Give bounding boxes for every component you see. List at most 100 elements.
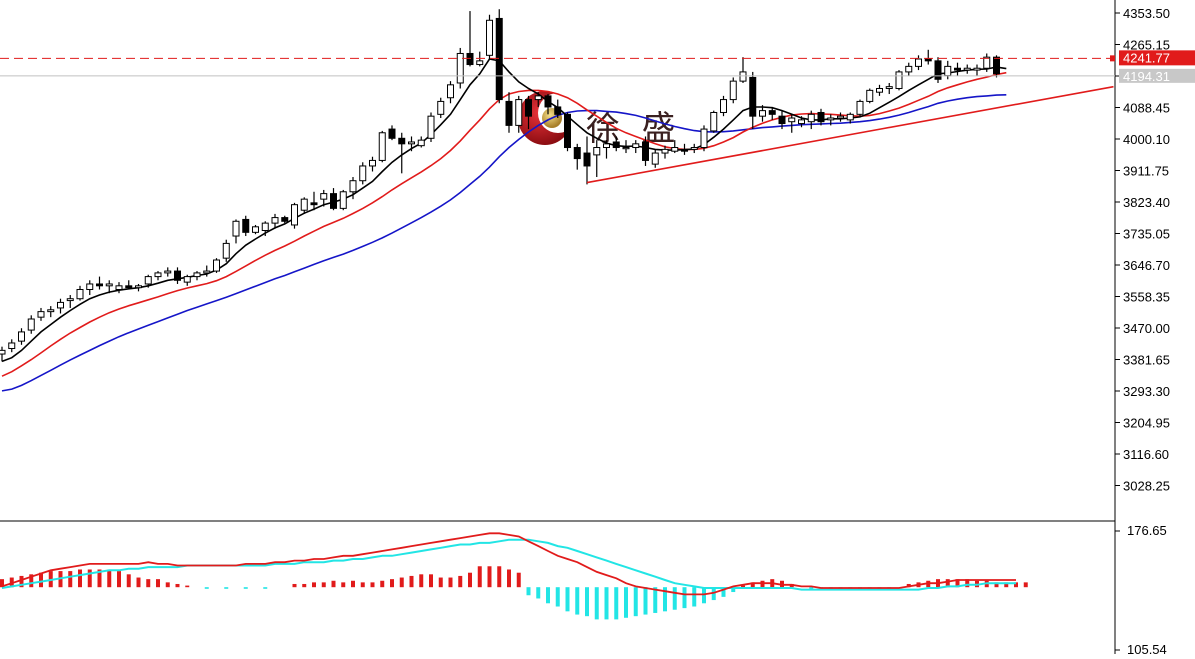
macd-bar-negative: [536, 587, 541, 599]
candle: [203, 265, 211, 277]
macd-bar-positive: [468, 572, 472, 588]
candle-body-up: [700, 128, 708, 149]
candle: [622, 140, 630, 154]
candle-body-down: [398, 137, 406, 145]
candle: [125, 280, 133, 290]
macd-bar-positive: [409, 575, 414, 588]
candle: [96, 276, 103, 290]
candle-body-up: [408, 141, 415, 145]
candle-body-down: [564, 113, 571, 149]
candle-body-up: [651, 152, 659, 165]
candle-body-up: [213, 259, 220, 272]
ma-slow-line: [1, 94, 1007, 392]
candle: [846, 112, 854, 124]
candle: [915, 55, 922, 71]
candle-body-down: [768, 110, 776, 115]
candle: [866, 88, 874, 104]
macd-bar-positive: [302, 583, 307, 588]
candle: [700, 125, 708, 152]
candle: [924, 49, 932, 65]
macd-bar-negative: [585, 587, 589, 617]
price-tick-label: 3116.60: [1123, 447, 1169, 462]
candle-body-up: [193, 272, 201, 278]
candle-body-up: [690, 147, 698, 150]
price-tick-label: 3028.25: [1123, 479, 1170, 494]
macd-bar-positive: [39, 572, 43, 588]
price-tick-label: 4000.10: [1123, 132, 1170, 147]
price-marker: [1110, 55, 1115, 62]
candle: [8, 339, 16, 353]
candle: [486, 14, 493, 60]
candle-body-up: [915, 58, 922, 67]
candle: [466, 11, 474, 67]
price-tick-label: 3646.70: [1123, 258, 1170, 273]
macd-bar-negative: [721, 587, 726, 597]
candle: [817, 108, 825, 126]
macd-bar-positive: [19, 575, 24, 588]
candle: [729, 77, 737, 104]
candle: [534, 92, 542, 107]
price-tick-label: 3470.00: [1123, 321, 1170, 336]
macd-panel: [0, 532, 1028, 620]
candle-body-up: [759, 110, 766, 117]
ma-mid-line: [1, 71, 1007, 377]
candle: [495, 9, 503, 104]
macd-bar-negative: [643, 587, 648, 615]
macd-bar-positive: [390, 579, 394, 588]
macd-bar-negative: [204, 587, 209, 589]
candle: [115, 282, 123, 294]
secondary-price-badge: [1119, 68, 1195, 83]
macd-bar-negative: [594, 587, 599, 620]
price-tick-label: 3823.40: [1123, 195, 1170, 210]
macd-signal-line: [1, 538, 1016, 591]
candle-body-down: [612, 141, 620, 149]
macd-bar-positive: [29, 574, 34, 588]
candle-body-up: [261, 222, 269, 231]
macd-bar-negative: [692, 587, 697, 607]
candle: [993, 55, 1000, 78]
candle: [807, 110, 815, 130]
candle-body-up: [593, 147, 601, 156]
candle: [583, 136, 591, 185]
candle: [661, 145, 669, 159]
macd-bar-positive: [185, 585, 190, 588]
macd-bar-positive: [1014, 582, 1018, 588]
candle: [573, 143, 581, 170]
candle-body-down: [495, 17, 503, 101]
candle: [27, 315, 35, 334]
candle-body-up: [720, 99, 727, 113]
price-axis: 4353.504265.154176.804088.454000.103911.…: [1110, 6, 1195, 657]
candle: [759, 105, 766, 122]
macd-bar-positive: [448, 577, 453, 588]
support-trendline[interactable]: [586, 85, 1114, 184]
candle: [934, 57, 942, 83]
macd-bar-positive: [97, 569, 102, 588]
macd-bar-negative: [682, 587, 687, 609]
candle-body-up: [632, 143, 640, 149]
candle: [261, 221, 269, 237]
candle-body-up: [203, 270, 211, 274]
candle-body-up: [603, 143, 610, 149]
candle-body-up: [983, 56, 991, 69]
candle-body-up: [76, 289, 84, 300]
candle: [632, 140, 640, 154]
candle: [749, 71, 757, 130]
candle-body-down: [96, 283, 103, 287]
macd-bar-positive: [360, 582, 365, 588]
candle: [944, 60, 952, 80]
candle-body-up: [0, 349, 6, 355]
candle: [476, 51, 484, 67]
candle-body-up: [8, 342, 16, 350]
macd-bar-positive: [380, 580, 385, 588]
candle-body-up: [252, 226, 259, 233]
candle-body-up: [837, 115, 844, 119]
macd-bar-negative: [555, 587, 560, 607]
candle-body-up: [222, 242, 230, 259]
macd-bar-positive: [0, 579, 4, 588]
candle: [554, 99, 562, 119]
candle: [66, 295, 74, 308]
macd-bar-positive: [146, 579, 151, 588]
candle-body-up: [86, 283, 94, 291]
candle-body-down: [505, 100, 513, 126]
